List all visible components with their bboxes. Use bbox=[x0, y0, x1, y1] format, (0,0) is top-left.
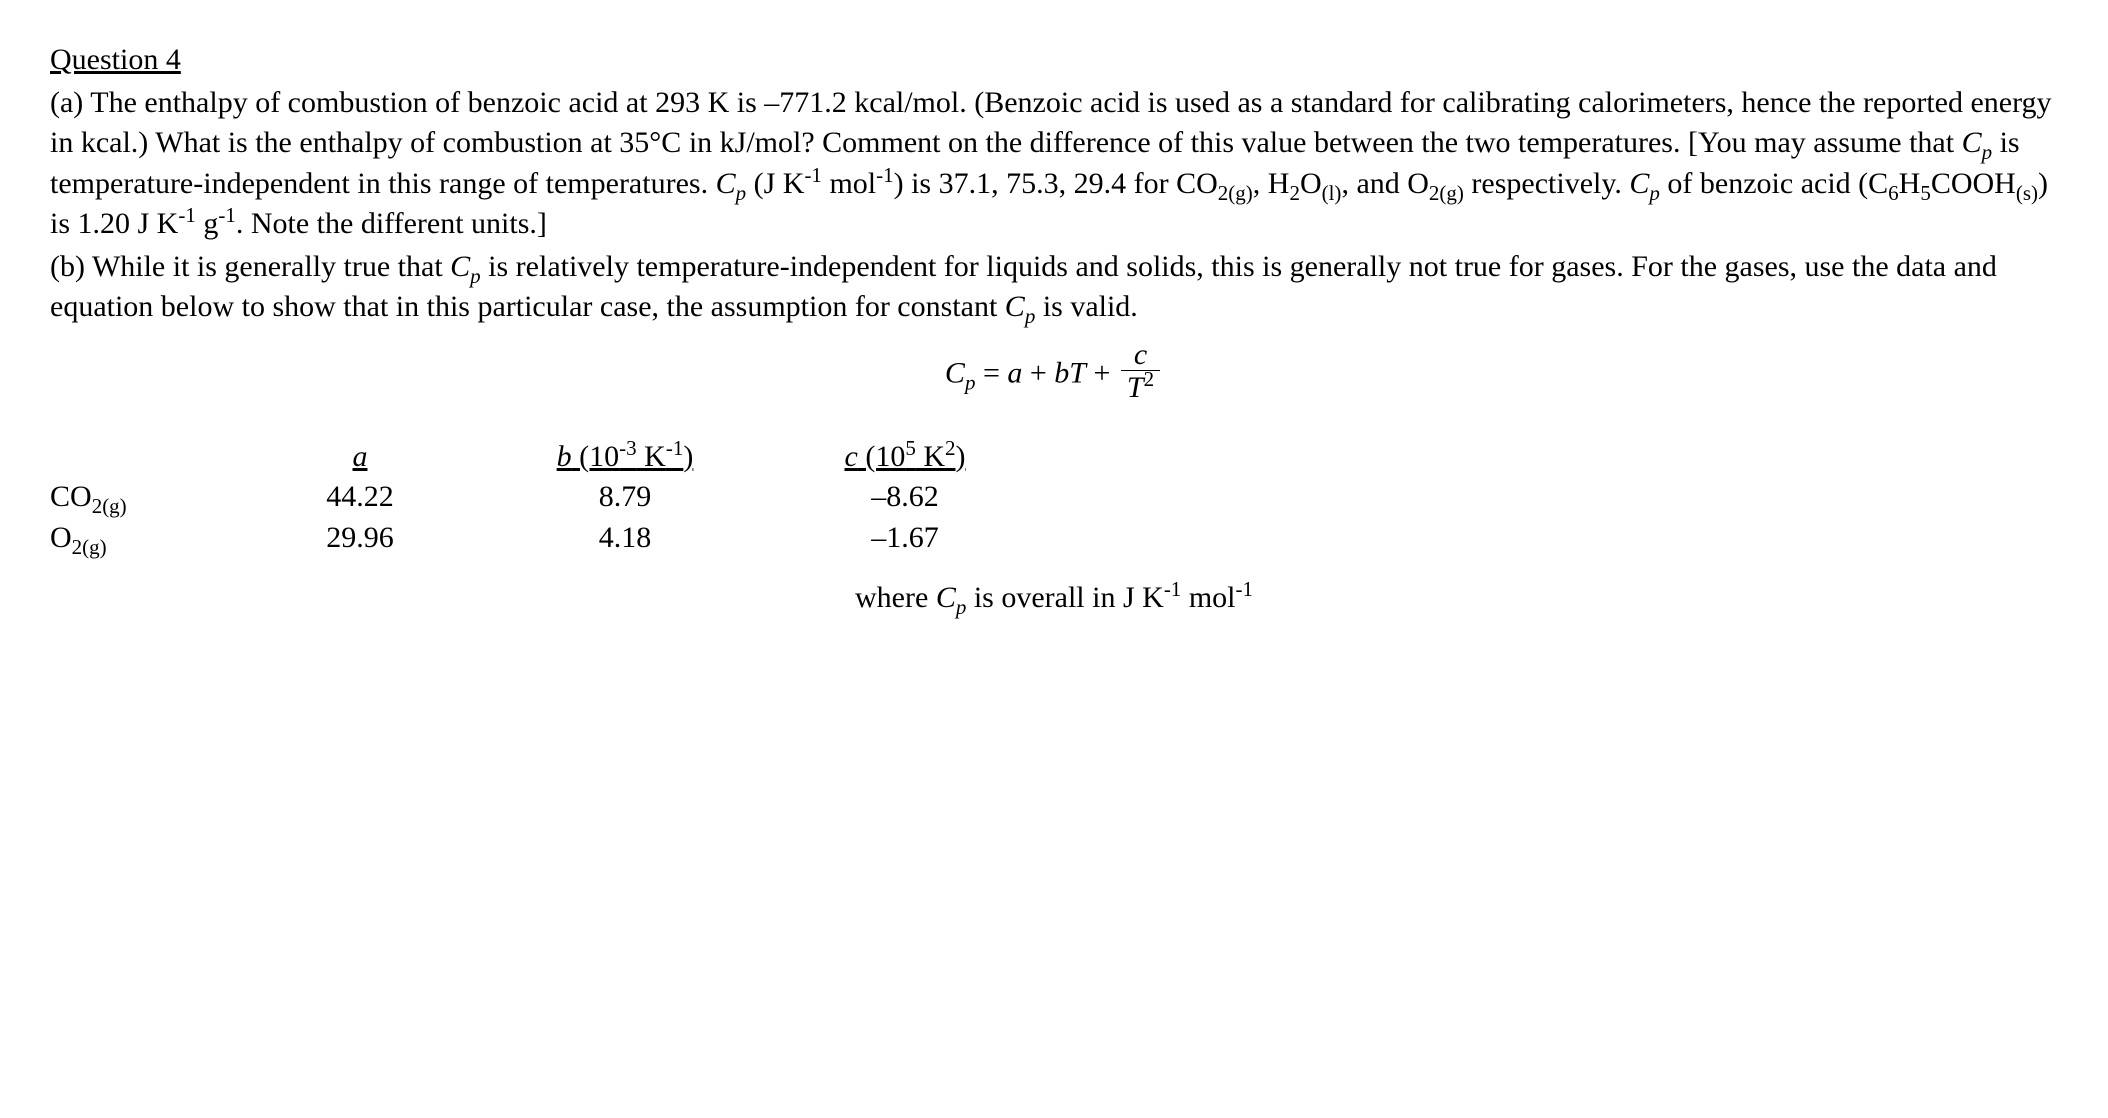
text: O bbox=[1300, 167, 1322, 200]
cp-sub: p bbox=[956, 595, 967, 619]
footer-note: where Cp is overall in J K-1 mol-1 bbox=[50, 578, 2058, 619]
text: mol bbox=[1181, 581, 1235, 614]
text: K bbox=[637, 440, 666, 473]
sup: 2 bbox=[945, 436, 956, 460]
text: (a) The enthalpy of combustion of benzoi… bbox=[50, 86, 764, 119]
table-header-a: a bbox=[250, 437, 470, 478]
hdr-c-sym: c bbox=[845, 440, 858, 473]
text: is valid. bbox=[1035, 290, 1138, 323]
text: (J K bbox=[746, 167, 804, 200]
sup: -1 bbox=[1164, 577, 1182, 601]
c-cell: –1.67 bbox=[780, 518, 1030, 559]
sub: (s) bbox=[2016, 181, 2038, 205]
gas-base: O bbox=[50, 521, 72, 554]
cp-symbol: C bbox=[1962, 126, 1982, 159]
text: –771.2 kcal/mol bbox=[764, 86, 959, 119]
text: ) is 37.1, 75.3, 29.4 for CO bbox=[894, 167, 1218, 200]
text: (10 bbox=[858, 440, 906, 473]
hdr-b: b (10-3 K-1) bbox=[557, 440, 694, 473]
cp-sub: p bbox=[470, 264, 481, 288]
b-cell: 8.79 bbox=[470, 477, 780, 518]
text: mol bbox=[822, 167, 876, 200]
gas-base: CO bbox=[50, 480, 92, 513]
hdr-c: c (105 K2) bbox=[845, 440, 966, 473]
sub: 2(g) bbox=[1429, 181, 1464, 205]
text: . Note the different units.] bbox=[236, 207, 547, 240]
sup: -3 bbox=[619, 436, 637, 460]
cp-sub: p bbox=[736, 181, 747, 205]
cp-coefficients-table: a b (10-3 K-1) c (105 K2) CO2(g) 44.22 8… bbox=[50, 437, 2058, 559]
gas-cell: O2(g) bbox=[50, 518, 250, 559]
hdr-a: a bbox=[353, 440, 368, 473]
eq-fraction: c T2 bbox=[1121, 339, 1160, 406]
part-a-text: (a) The enthalpy of combustion of benzoi… bbox=[50, 83, 2058, 245]
eq-frac-den-base: T bbox=[1127, 371, 1144, 404]
cp-symbol: C bbox=[1005, 290, 1025, 323]
text: H bbox=[1899, 167, 1921, 200]
eq-bT: bT bbox=[1054, 356, 1086, 389]
sup: -1 bbox=[666, 436, 684, 460]
table-row: CO2(g) 44.22 8.79 –8.62 bbox=[50, 477, 2058, 518]
b-cell: 4.18 bbox=[470, 518, 780, 559]
table-header-gas bbox=[50, 437, 250, 478]
cp-sub: p bbox=[1025, 304, 1036, 328]
text: , H bbox=[1253, 167, 1290, 200]
sup: -1 bbox=[178, 203, 196, 227]
text: g bbox=[196, 207, 219, 240]
eq-frac-num: c bbox=[1121, 339, 1160, 372]
gas-cell: CO2(g) bbox=[50, 477, 250, 518]
sub: 2 bbox=[1289, 181, 1300, 205]
gas-sub: 2(g) bbox=[92, 494, 127, 518]
text: COOH bbox=[1931, 167, 2016, 200]
equation: Cp = a + bT + c T2 bbox=[50, 342, 2058, 409]
text: is overall in J K bbox=[966, 581, 1163, 614]
cp-symbol: C bbox=[936, 581, 956, 614]
eq-frac-den: T2 bbox=[1121, 371, 1160, 406]
question-heading: Question 4 bbox=[50, 40, 2058, 81]
sup: 5 bbox=[905, 436, 916, 460]
text: respectively. bbox=[1464, 167, 1629, 200]
cp-symbol: C bbox=[716, 167, 736, 200]
text: ) bbox=[683, 440, 693, 473]
text: (10 bbox=[572, 440, 620, 473]
text: ) bbox=[956, 440, 966, 473]
part-b-text: (b) While it is generally true that Cp i… bbox=[50, 247, 2058, 328]
a-cell: 29.96 bbox=[250, 518, 470, 559]
text: , and O bbox=[1341, 167, 1428, 200]
sub: (l) bbox=[1322, 181, 1342, 205]
eq-plus: + bbox=[1022, 356, 1054, 389]
cp-symbol: C bbox=[450, 250, 470, 283]
sup: -1 bbox=[876, 163, 894, 187]
text: of benzoic acid (C bbox=[1660, 167, 1888, 200]
eq-a: a bbox=[1007, 356, 1022, 389]
sub: 5 bbox=[1920, 181, 1931, 205]
cp-sub: p bbox=[1982, 140, 1993, 164]
table-header-c: c (105 K2) bbox=[780, 437, 1030, 478]
a-cell: 44.22 bbox=[250, 477, 470, 518]
sup: -1 bbox=[1235, 577, 1253, 601]
table-header-b: b (10-3 K-1) bbox=[470, 437, 780, 478]
c-cell: –8.62 bbox=[780, 477, 1030, 518]
text: where bbox=[855, 581, 936, 614]
heading-text: Question 4 bbox=[50, 43, 181, 76]
eq-lhs-sub: p bbox=[965, 370, 976, 394]
hdr-b-sym: b bbox=[557, 440, 572, 473]
table-header-row: a b (10-3 K-1) c (105 K2) bbox=[50, 437, 2058, 478]
text: (b) While it is generally true that bbox=[50, 250, 450, 283]
eq-plus: + bbox=[1086, 356, 1118, 389]
eq-lhs: C bbox=[945, 356, 965, 389]
sup: -1 bbox=[804, 163, 822, 187]
sub: 2(g) bbox=[1218, 181, 1253, 205]
eq-eq: = bbox=[975, 356, 1007, 389]
table-row: O2(g) 29.96 4.18 –1.67 bbox=[50, 518, 2058, 559]
cp-sub: p bbox=[1649, 181, 1660, 205]
sub: 6 bbox=[1888, 181, 1899, 205]
eq-frac-den-sup: 2 bbox=[1144, 367, 1155, 391]
text: K bbox=[916, 440, 945, 473]
sup: -1 bbox=[218, 203, 236, 227]
gas-sub: 2(g) bbox=[72, 535, 107, 559]
cp-symbol: C bbox=[1629, 167, 1649, 200]
